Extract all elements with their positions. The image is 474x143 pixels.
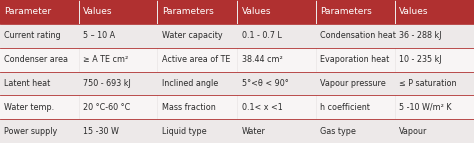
Text: 5 – 10 A: 5 – 10 A xyxy=(83,31,115,40)
Bar xyxy=(158,119,237,143)
Text: Power supply: Power supply xyxy=(4,127,57,136)
Bar xyxy=(80,119,157,143)
Text: 20 °C-60 °C: 20 °C-60 °C xyxy=(83,103,130,112)
Bar xyxy=(0,72,79,95)
Bar xyxy=(238,72,316,95)
Text: Water: Water xyxy=(242,127,265,136)
Bar xyxy=(238,0,316,24)
Bar xyxy=(80,72,157,95)
Text: h coefficient: h coefficient xyxy=(320,103,370,112)
Bar xyxy=(80,48,157,72)
Bar xyxy=(396,48,474,72)
Bar xyxy=(158,95,237,119)
Text: 10 - 235 kJ: 10 - 235 kJ xyxy=(399,55,442,64)
Bar xyxy=(396,24,474,48)
Text: Liquid type: Liquid type xyxy=(162,127,206,136)
Text: Inclined angle: Inclined angle xyxy=(162,79,218,88)
Text: Parameters: Parameters xyxy=(162,7,213,16)
Bar xyxy=(317,24,395,48)
Bar xyxy=(80,0,157,24)
Text: Values: Values xyxy=(399,7,428,16)
Bar xyxy=(317,95,395,119)
Text: Water temp.: Water temp. xyxy=(4,103,54,112)
Bar xyxy=(238,24,316,48)
Bar xyxy=(317,72,395,95)
Text: Active area of TE: Active area of TE xyxy=(162,55,230,64)
Text: Water capacity: Water capacity xyxy=(162,31,222,40)
Bar xyxy=(0,95,79,119)
Bar xyxy=(158,24,237,48)
Text: 0.1< x <1: 0.1< x <1 xyxy=(242,103,283,112)
Text: 36 - 288 kJ: 36 - 288 kJ xyxy=(399,31,442,40)
Bar xyxy=(317,119,395,143)
Text: 750 - 693 kJ: 750 - 693 kJ xyxy=(83,79,131,88)
Text: 15 -30 W: 15 -30 W xyxy=(83,127,119,136)
Bar xyxy=(396,72,474,95)
Bar xyxy=(317,48,395,72)
Text: Parameters: Parameters xyxy=(320,7,372,16)
Text: Vapour pressure: Vapour pressure xyxy=(320,79,386,88)
Text: 5°<θ < 90°: 5°<θ < 90° xyxy=(242,79,289,88)
Text: 5 -10 W/m² K: 5 -10 W/m² K xyxy=(399,103,452,112)
Bar xyxy=(0,119,79,143)
Bar xyxy=(158,48,237,72)
Bar xyxy=(317,0,395,24)
Text: Values: Values xyxy=(83,7,112,16)
Bar xyxy=(158,72,237,95)
Bar xyxy=(396,0,474,24)
Text: Vapour: Vapour xyxy=(399,127,428,136)
Text: 38.44 cm²: 38.44 cm² xyxy=(242,55,283,64)
Text: Values: Values xyxy=(242,7,271,16)
Text: 0.1 - 0.7 L: 0.1 - 0.7 L xyxy=(242,31,282,40)
Text: ≥ A TE cm²: ≥ A TE cm² xyxy=(83,55,128,64)
Bar xyxy=(396,95,474,119)
Bar xyxy=(0,48,79,72)
Bar xyxy=(238,119,316,143)
Bar xyxy=(0,24,79,48)
Bar xyxy=(80,24,157,48)
Text: Condensation heat: Condensation heat xyxy=(320,31,396,40)
Text: Current rating: Current rating xyxy=(4,31,60,40)
Text: Parameter: Parameter xyxy=(4,7,51,16)
Text: ≤ P saturation: ≤ P saturation xyxy=(399,79,456,88)
Text: Mass fraction: Mass fraction xyxy=(162,103,215,112)
Bar xyxy=(396,119,474,143)
Bar xyxy=(80,95,157,119)
Bar xyxy=(238,95,316,119)
Text: Condenser area: Condenser area xyxy=(4,55,68,64)
Bar xyxy=(0,0,79,24)
Text: Evaporation heat: Evaporation heat xyxy=(320,55,390,64)
Bar xyxy=(158,0,237,24)
Text: Gas type: Gas type xyxy=(320,127,356,136)
Bar xyxy=(238,48,316,72)
Text: Latent heat: Latent heat xyxy=(4,79,50,88)
